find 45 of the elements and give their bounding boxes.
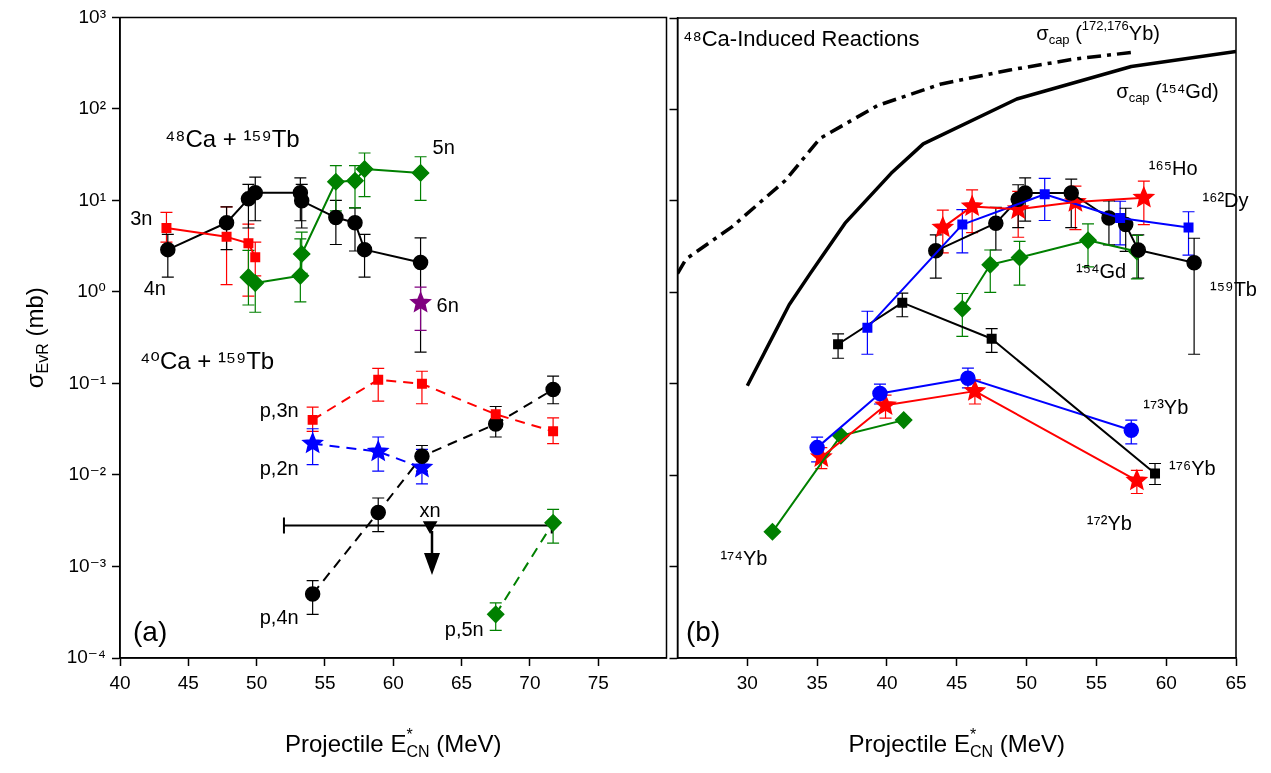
series-label: 5n	[432, 136, 455, 159]
x-tick-label: 40	[876, 671, 898, 693]
series-label: 6n	[436, 294, 459, 317]
x-tick-label: 50	[1015, 671, 1038, 693]
annotation: ⁴⁰Ca + ¹⁵⁹Tb	[140, 346, 275, 374]
series-label: ¹⁶⁵Ho	[1148, 157, 1198, 180]
y-tick-label: 10⁻²	[68, 463, 106, 485]
annotation: ⁴⁸Ca-Induced Reactions	[683, 26, 920, 52]
x-tick-label: 60	[1155, 671, 1177, 693]
annotation: ⁴⁸Ca + ¹⁵⁹Tb	[165, 124, 300, 152]
x-tick-label: 65	[450, 671, 473, 693]
y-tick-label: 10⁻¹	[68, 371, 106, 393]
series-label: ¹⁷⁶Yb	[1169, 457, 1216, 480]
x-tick-label: 45	[946, 671, 968, 693]
x-tick-label: 55	[1085, 671, 1107, 693]
legend-label: 4n	[143, 277, 166, 300]
y-tick-label: 10⁻⁴	[66, 646, 106, 668]
series-label: p,5n	[444, 617, 484, 640]
x-tick-label: 35	[806, 671, 828, 693]
legend-label: ¹⁵⁴Gd	[1076, 259, 1127, 282]
x-tick-label: 40	[109, 671, 131, 693]
y-tick-label: 10⁻³	[68, 554, 106, 576]
x-tick-label: 75	[587, 671, 609, 693]
series-label: ¹⁷⁴Yb	[720, 547, 768, 570]
x-tick-label: 65	[1225, 671, 1247, 693]
y-tick-label: 10¹	[78, 188, 106, 210]
series-label: ¹⁷³Yb	[1143, 395, 1189, 418]
annotation: (b)	[686, 615, 721, 647]
x-tick-label: 30	[736, 671, 758, 693]
series-label: ¹⁷²Yb	[1086, 512, 1132, 535]
annotation: (a)	[133, 615, 168, 647]
x-tick-label: 55	[314, 671, 336, 693]
series-label: p,2n	[259, 457, 299, 480]
x-tick-label: 50	[246, 671, 268, 693]
x-tick-label: 60	[382, 671, 404, 693]
series-label: xn	[419, 499, 441, 522]
y-tick-label: 10³	[78, 5, 106, 27]
series-label: p,3n	[259, 399, 299, 422]
y-tick-label: 10⁰	[77, 280, 106, 302]
y-tick-label: 10²	[78, 97, 106, 119]
y-axis-title: σEvR (mb)	[20, 287, 51, 389]
series-label: p,4n	[259, 605, 299, 628]
x-tick-label: 70	[519, 671, 541, 693]
x-tick-label: 45	[177, 671, 199, 693]
series-label: 3n	[130, 207, 153, 230]
